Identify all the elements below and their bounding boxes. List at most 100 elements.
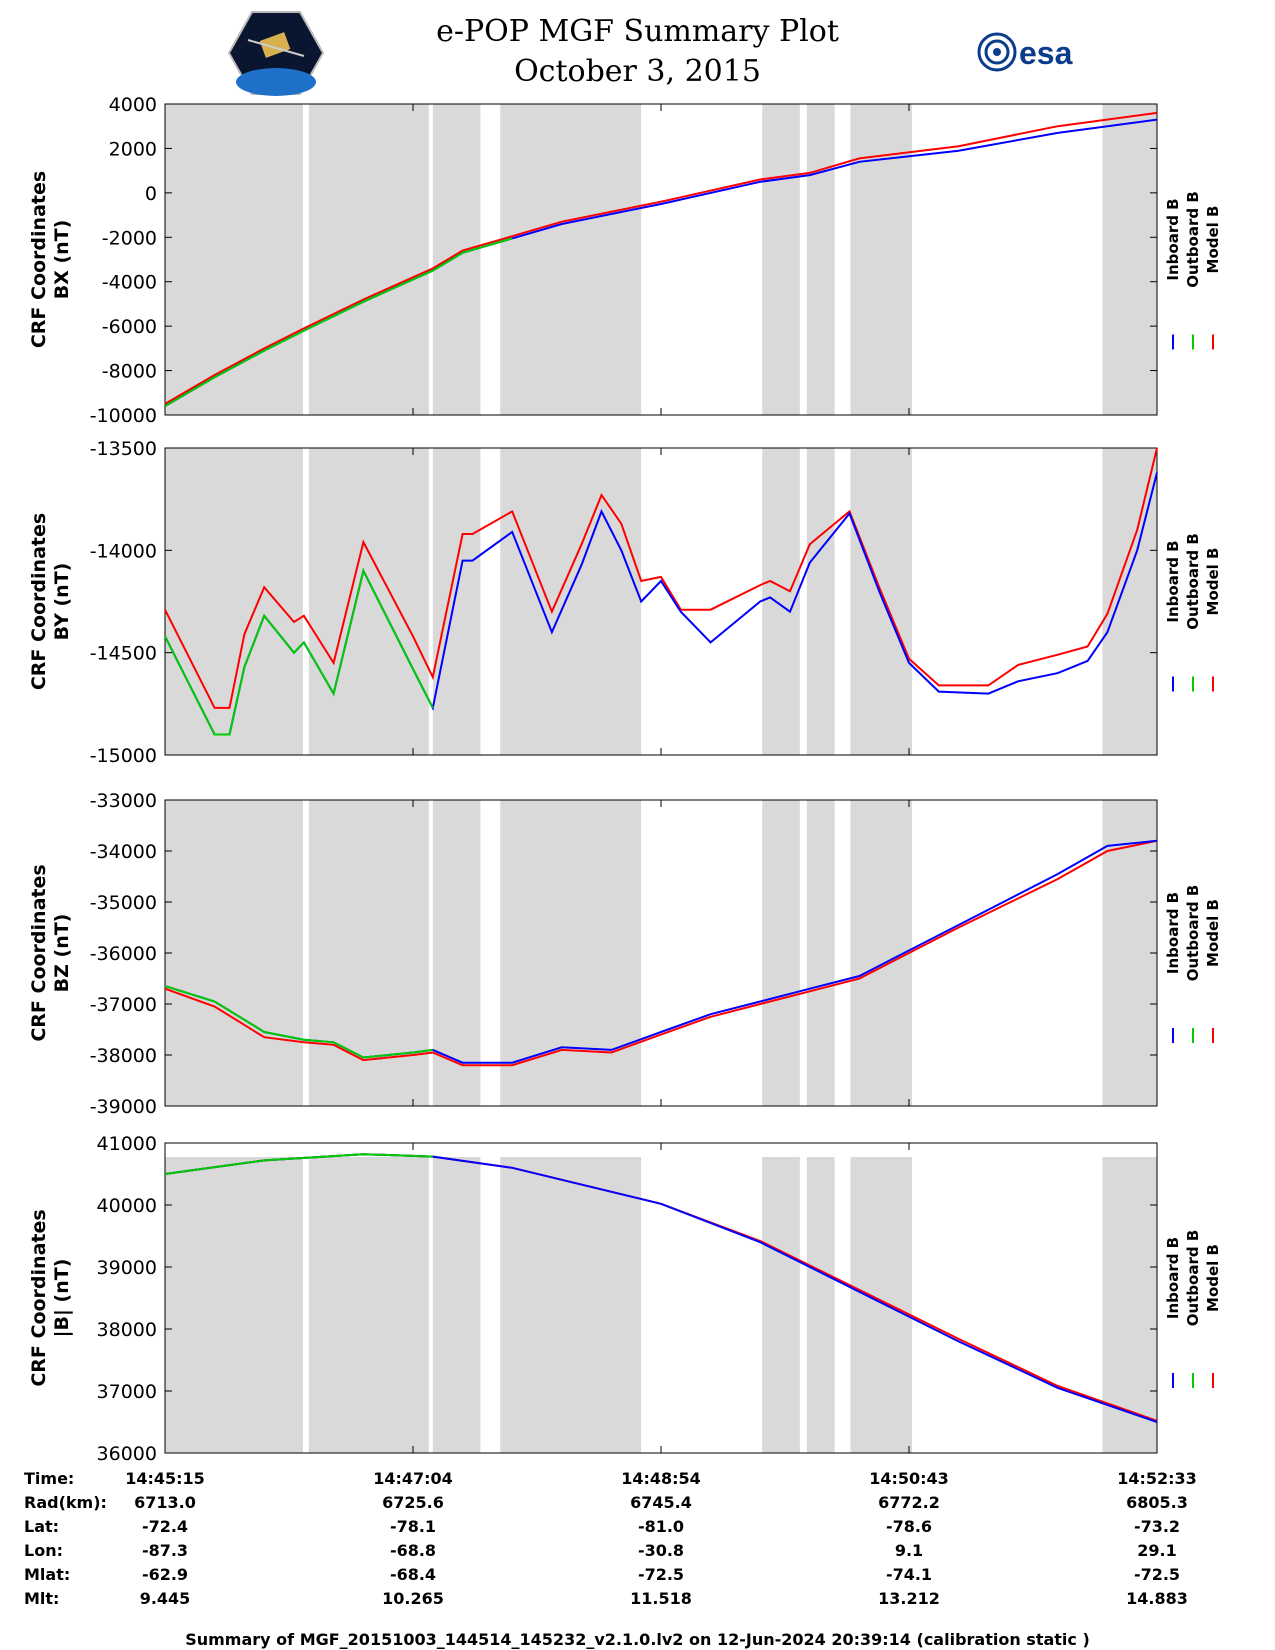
legend-label: Outboard B	[1184, 1230, 1202, 1327]
y-tick-label: -33000	[90, 790, 157, 812]
info-cell: -62.9	[141, 1565, 189, 1584]
info-cell: -68.4	[389, 1565, 437, 1584]
info-cell: 10.265	[382, 1589, 444, 1608]
info-cell: 14.883	[1126, 1589, 1188, 1608]
y-axis-label-line2: BZ (nT)	[51, 914, 73, 993]
info-row-label: Mlt:	[24, 1589, 60, 1608]
shade-interval	[1102, 1157, 1157, 1453]
legend-label: Outboard B	[1184, 191, 1202, 288]
info-cell: 6805.3	[1126, 1493, 1188, 1512]
y-axis-label-line2: |B| (nT)	[51, 1259, 73, 1338]
info-cell: 14:52:33	[1117, 1469, 1197, 1488]
plot-subtitle: October 3, 2015	[514, 54, 761, 89]
info-cell: -30.8	[637, 1541, 685, 1560]
plot-title: e-POP MGF Summary Plot	[436, 14, 839, 49]
shade-interval	[432, 104, 481, 415]
y-axis-label-line2: BX (nT)	[51, 220, 73, 300]
shade-interval	[500, 104, 642, 415]
y-tick-label: 40000	[97, 1195, 157, 1217]
y-tick-label: -4000	[102, 272, 157, 294]
shade-interval	[850, 800, 912, 1106]
y-tick-label: -35000	[90, 892, 157, 914]
shade-interval	[165, 448, 303, 755]
info-cell: -72.5	[1133, 1565, 1181, 1584]
y-tick-label: 37000	[97, 1381, 157, 1403]
y-tick-label: -2000	[102, 227, 157, 249]
y-tick-label: 38000	[97, 1319, 157, 1341]
shade-interval	[850, 1157, 912, 1453]
info-cell: 9.445	[139, 1589, 191, 1608]
y-tick-label: -10000	[90, 405, 157, 427]
legend-label: Outboard B	[1184, 533, 1202, 630]
info-cell: 29.1	[1137, 1541, 1177, 1560]
shade-interval	[762, 1157, 800, 1453]
shade-interval	[806, 104, 835, 415]
chart-panel-2: -33000 -34000 -35000 -36000 -37000 -38000 -390…	[28, 790, 1222, 1118]
chart-panel-0: 4000 2000 0 -2000 -4000 -6000 -8000 -10000 CRF C…	[28, 94, 1222, 427]
chart-panel-1: -13500 -14000 -14500 -15000 CRF Coordinates B…	[28, 438, 1222, 767]
shade-interval	[432, 1157, 481, 1453]
shade-interval	[806, 448, 835, 755]
info-row-label: Time:	[24, 1469, 75, 1488]
legend-label: Inboard B	[1164, 198, 1182, 280]
cassiope-satellite-logo	[228, 11, 324, 96]
series-line-outboard-b	[164, 985, 433, 1059]
y-axis-label-line2: BY (nT)	[51, 563, 73, 641]
legend-label: Model B	[1204, 899, 1222, 967]
footer-summary: Summary of MGF_20151003_144514_145232_v2…	[185, 1630, 1090, 1649]
shade-interval	[500, 1157, 642, 1453]
shade-interval	[165, 800, 303, 1106]
shade-interval	[1102, 448, 1157, 755]
y-tick-label: 41000	[97, 1133, 157, 1155]
esa-logo-text: esa	[1019, 35, 1073, 71]
y-tick-label: 36000	[97, 1443, 157, 1465]
info-row-label: Mlat:	[24, 1565, 71, 1584]
y-tick-label: 4000	[109, 94, 157, 116]
legend-label: Inboard B	[1164, 892, 1182, 974]
info-cell: 6745.4	[630, 1493, 692, 1512]
info-cell: 6713.0	[134, 1493, 196, 1512]
series-line-outboard-b	[164, 237, 513, 407]
shade-interval	[308, 104, 429, 415]
series-line-model-b	[164, 111, 1158, 405]
info-cell: -72.5	[637, 1565, 685, 1584]
shade-interval	[1102, 104, 1157, 415]
y-tick-label: 39000	[97, 1257, 157, 1279]
shade-interval	[432, 448, 481, 755]
info-cell: -87.3	[141, 1541, 189, 1560]
y-tick-label: -15000	[90, 745, 157, 767]
shade-interval	[165, 1157, 303, 1453]
y-tick-label: -34000	[90, 841, 157, 863]
info-cell: -72.4	[141, 1517, 189, 1536]
y-tick-label: -38000	[90, 1045, 157, 1067]
legend-label: Outboard B	[1184, 885, 1202, 982]
legend-label: Inboard B	[1164, 540, 1182, 622]
y-tick-label: -8000	[102, 361, 157, 383]
shade-interval	[500, 448, 642, 755]
legend-label: Model B	[1204, 206, 1222, 274]
y-tick-label: 2000	[109, 138, 157, 160]
info-cell: -74.1	[885, 1565, 933, 1584]
info-row-label: Lon:	[24, 1541, 63, 1560]
y-tick-label: -14000	[90, 540, 157, 562]
info-cell: 11.518	[630, 1589, 692, 1608]
y-tick-label: -14500	[90, 643, 157, 665]
series-line-outboard-b	[164, 567, 434, 736]
shade-interval	[806, 800, 835, 1106]
info-cell: 14:48:54	[621, 1469, 701, 1488]
info-cell: -68.8	[389, 1541, 437, 1560]
shade-interval	[500, 800, 642, 1106]
info-cell: 14:45:15	[125, 1469, 205, 1488]
shade-interval	[762, 104, 800, 415]
y-axis-label-line1: CRF Coordinates	[28, 171, 50, 348]
info-cell: -73.2	[1133, 1517, 1181, 1536]
y-tick-label: -13500	[90, 438, 157, 460]
series-line-model-b	[164, 447, 1158, 709]
legend-label: Model B	[1204, 548, 1222, 616]
shade-interval	[806, 1157, 835, 1453]
info-cell: 9.1	[894, 1541, 924, 1560]
esa-logo: esa	[977, 32, 1073, 72]
y-tick-label: -37000	[90, 994, 157, 1016]
y-axis-label-line1: CRF Coordinates	[28, 513, 50, 690]
